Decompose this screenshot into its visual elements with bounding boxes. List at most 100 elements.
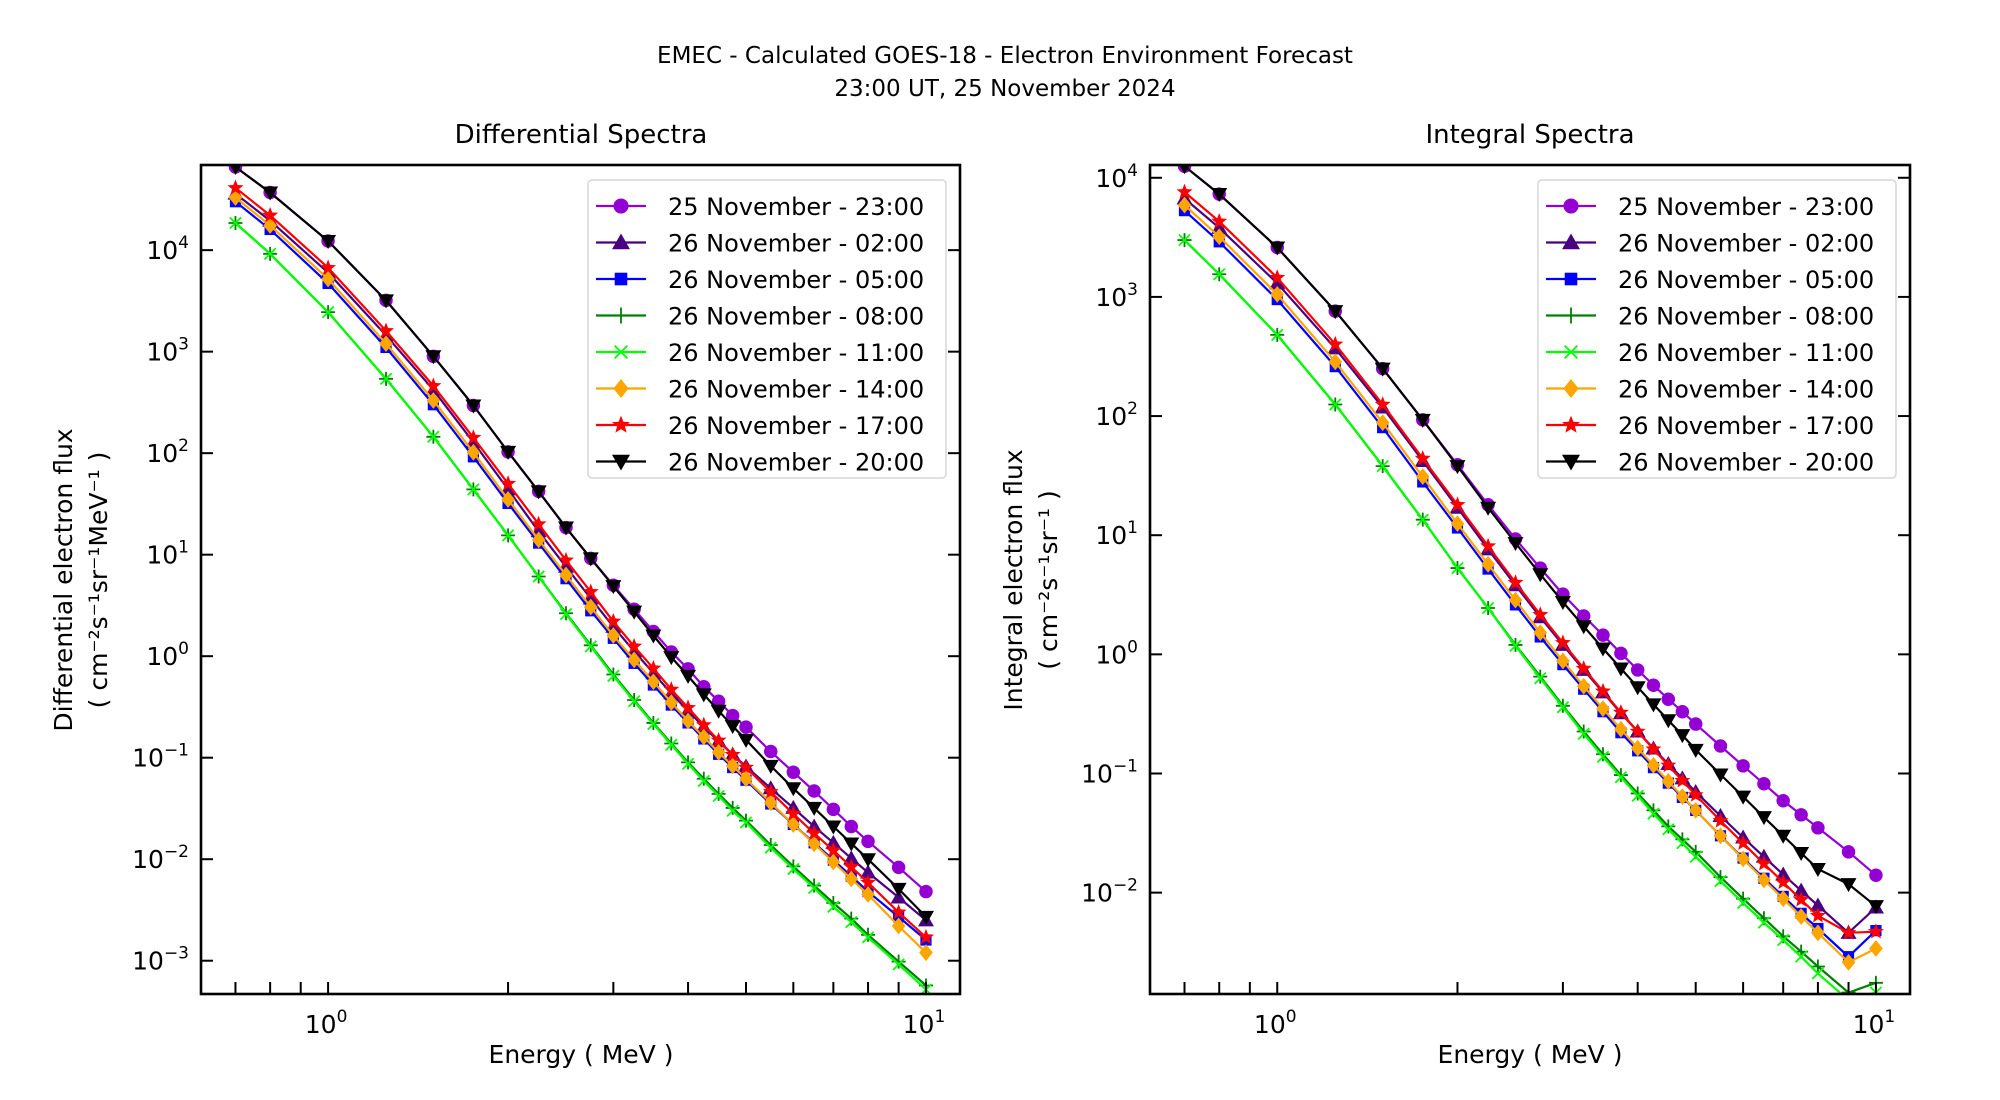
integral-data-point	[1595, 682, 1611, 699]
integral-legend-item: 26 November - 17:00	[1546, 412, 1874, 440]
integral-data-point	[1869, 868, 1883, 882]
differential-legend-item: 26 November - 05:00	[596, 266, 924, 294]
integral-spectra-plot: Integral Spectra Energy ( MeV ) Integral…	[999, 120, 1912, 1069]
integral-data-point	[1647, 807, 1660, 820]
legend-marker-triangle-up-icon	[612, 233, 630, 250]
integral-data-point	[1793, 891, 1810, 907]
integral-data-point	[1556, 652, 1570, 670]
integral-x-tick-label: 100	[1254, 1007, 1297, 1039]
differential-legend-item: 26 November - 08:00	[596, 303, 924, 331]
integral-data-point	[1374, 362, 1391, 377]
differential-data-point	[843, 858, 860, 874]
integral-data-point	[1810, 959, 1825, 974]
integral-data-layer	[1176, 165, 1884, 994]
differential-data-point	[860, 853, 877, 868]
differential-legend-label: 26 November - 08:00	[668, 303, 924, 331]
legend-marker-diamond-icon	[613, 379, 629, 398]
integral-data-point	[1329, 398, 1342, 411]
integral-data-point	[1375, 414, 1390, 432]
legend-marker-star-icon	[612, 415, 630, 433]
integral-data-point	[1735, 790, 1752, 805]
differential-data-point	[681, 712, 695, 730]
differential-data-point	[763, 794, 778, 812]
differential-data-point	[739, 816, 753, 829]
integral-y-tick-label: 103	[1095, 280, 1138, 312]
integral-plot-title: Integral Spectra	[1425, 120, 1634, 150]
integral-y-tick-label: 100	[1095, 637, 1138, 669]
differential-data-point	[726, 804, 739, 818]
differential-data-point	[892, 958, 905, 971]
integral-data-point	[1631, 789, 1644, 803]
integral-data-point	[1596, 750, 1610, 764]
integral-data-point	[1507, 574, 1524, 590]
differential-data-point	[558, 551, 574, 568]
integral-y-tick-label: 104	[1095, 161, 1138, 193]
integral-data-point	[1646, 756, 1661, 774]
integral-legend-label: 26 November - 08:00	[1618, 303, 1874, 331]
differential-legend-box	[587, 179, 947, 479]
differential-data-point	[532, 570, 545, 583]
differential-data-point	[724, 746, 741, 762]
differential-data-point	[844, 819, 859, 834]
integral-data-point	[1794, 950, 1808, 963]
figure-subtitle: 23:00 UT, 25 November 2024	[834, 76, 1175, 102]
integral-data-point	[1811, 924, 1825, 942]
differential-axes-frame	[199, 163, 962, 996]
differential-y-tick-label: 10−3	[132, 944, 189, 976]
differential-data-point	[890, 882, 907, 897]
differential-data-point	[228, 189, 243, 206]
integral-legend-label: 26 November - 11:00	[1618, 339, 1874, 367]
integral-data-point	[1811, 821, 1825, 835]
differential-data-point	[893, 911, 905, 923]
integral-data-point	[1735, 834, 1752, 850]
integral-data-point	[1712, 812, 1729, 828]
legend-marker-square-icon	[614, 272, 628, 286]
differential-data-point	[501, 529, 515, 542]
integral-data-point	[1576, 677, 1591, 695]
integral-data-point	[1554, 596, 1571, 611]
integral-data-point	[1713, 827, 1728, 845]
integral-data-point	[1794, 908, 1808, 925]
differential-data-point	[500, 445, 517, 460]
differential-data-point	[645, 659, 662, 676]
integral-data-point	[1840, 878, 1857, 893]
integral-legend-item: 26 November - 11:00	[1546, 339, 1874, 367]
differential-data-point	[860, 874, 876, 890]
differential-data-point	[531, 531, 546, 549]
differential-data-point	[645, 629, 662, 644]
differential-series-26-november-14-00	[228, 189, 933, 962]
legend-marker-plus-icon	[613, 307, 629, 324]
integral-data-point	[1211, 213, 1228, 229]
differential-data-point	[378, 294, 395, 309]
differential-data-point	[378, 322, 394, 338]
integral-data-point	[1554, 634, 1571, 650]
integral-data-point	[1660, 757, 1677, 773]
integral-data-point	[1843, 993, 1854, 994]
differential-data-point	[663, 681, 680, 697]
differential-data-point	[697, 774, 711, 788]
integral-legend-label: 26 November - 02:00	[1618, 230, 1874, 258]
differential-data-point	[425, 350, 442, 365]
differential-data-point	[825, 842, 842, 858]
integral-data-point	[1629, 681, 1646, 696]
differential-data-point	[725, 757, 740, 775]
integral-data-point	[1630, 786, 1645, 801]
integral-data-point	[1481, 601, 1495, 615]
differential-data-point	[426, 392, 441, 409]
differential-data-point	[712, 789, 725, 803]
integral-data-point	[1755, 811, 1772, 826]
differential-data-point	[807, 881, 821, 895]
differential-data-point	[737, 733, 754, 748]
differential-data-point	[695, 688, 712, 703]
integral-data-point	[1674, 729, 1691, 744]
differential-data-point	[262, 207, 279, 223]
differential-data-point	[785, 805, 802, 821]
differential-data-point	[695, 716, 712, 732]
differential-data-point	[227, 179, 244, 195]
integral-data-point	[1612, 662, 1629, 677]
integral-data-point	[1594, 642, 1611, 657]
differential-x-tick-label: 100	[305, 1007, 348, 1039]
differential-data-point	[861, 886, 875, 903]
differential-legend-label: 25 November - 23:00	[668, 193, 924, 221]
differential-data-point	[785, 782, 802, 797]
